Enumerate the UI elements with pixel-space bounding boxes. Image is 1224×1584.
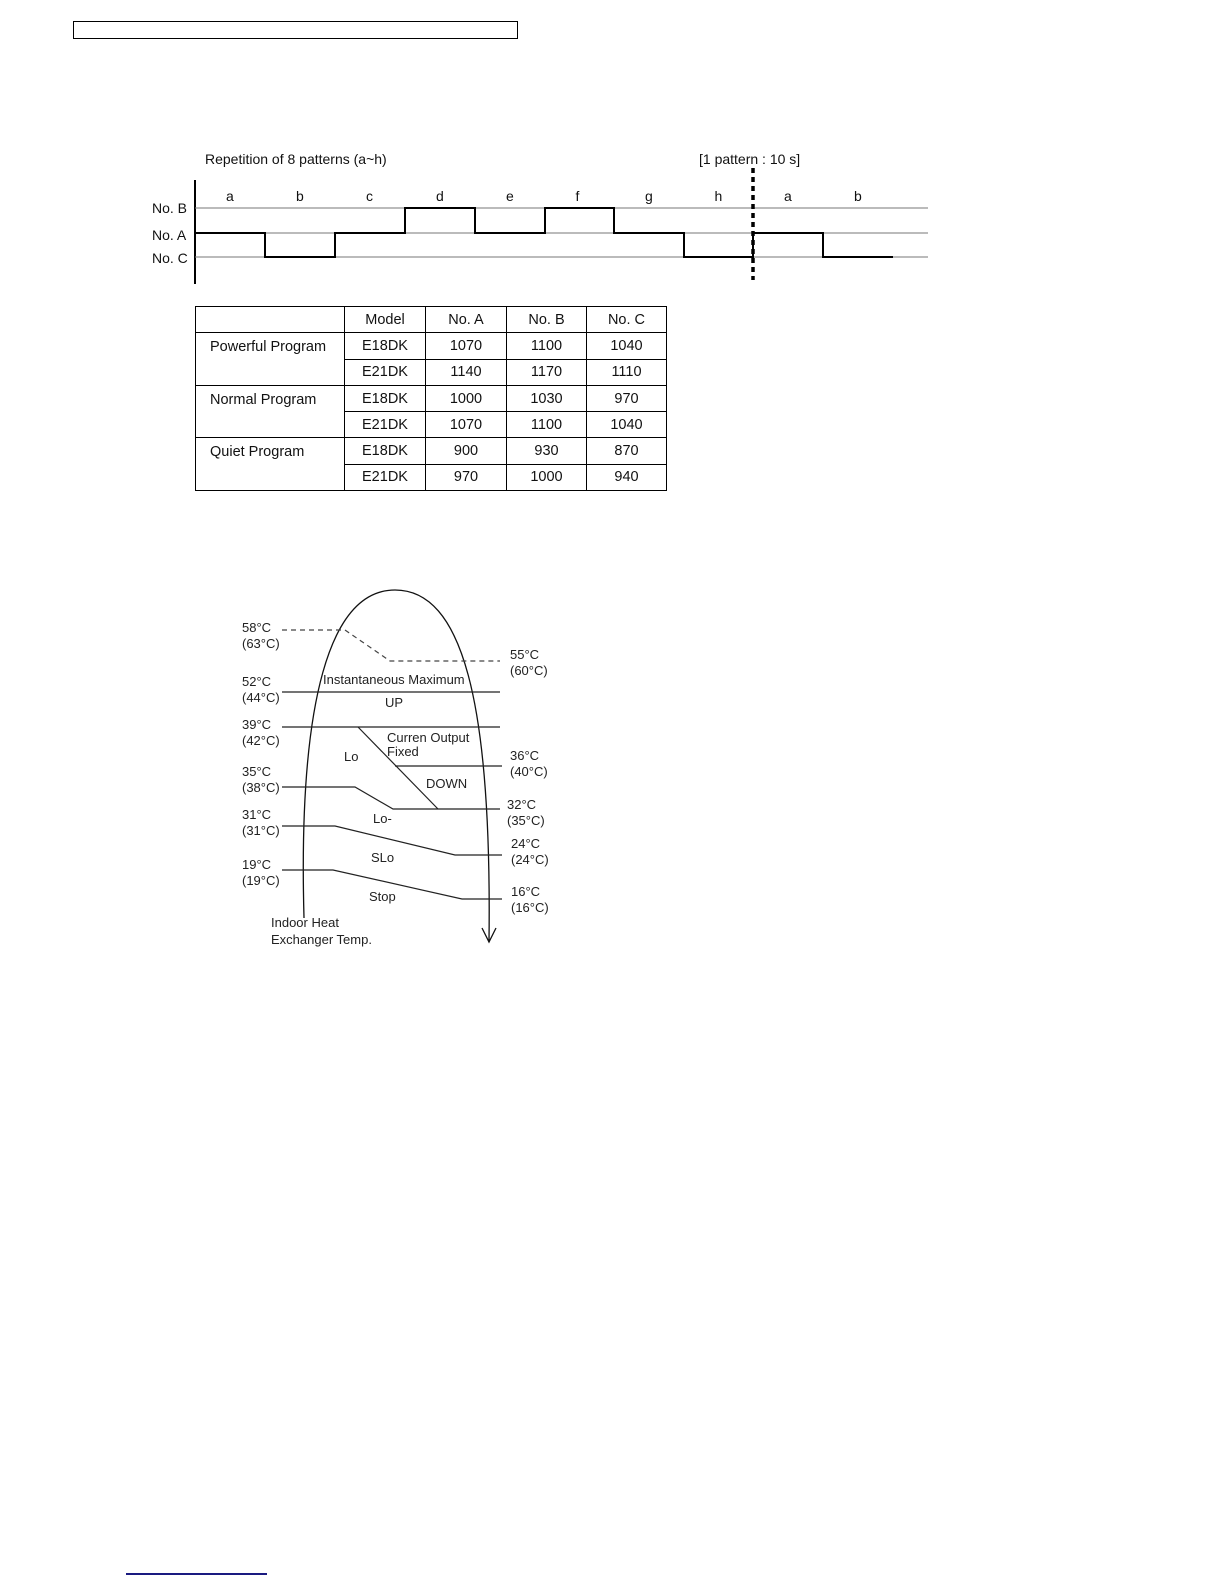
left-label: 35°C	[242, 764, 272, 779]
zone-up: UP	[385, 695, 404, 710]
left-label: 58°C	[242, 620, 272, 635]
zone-stop: Stop	[369, 889, 396, 904]
table-cell: 970	[586, 384, 667, 413]
threshold-19-16	[282, 869, 502, 900]
table-cell: 1000	[506, 463, 587, 492]
threshold-58-55	[282, 629, 500, 662]
table-header-row: Model No. A No. B No. C	[195, 305, 667, 334]
left-label: 39°C	[242, 717, 272, 732]
header-cell	[195, 305, 345, 334]
threshold-31-24	[282, 825, 502, 856]
temp-arch	[302, 589, 490, 943]
level-label-c: No. C	[152, 250, 188, 266]
segment-label: a	[784, 188, 792, 204]
pattern-diagram	[194, 168, 928, 284]
left-label: 31°C	[242, 807, 272, 822]
right-label: (60°C)	[510, 663, 548, 678]
segment-label: h	[714, 188, 723, 204]
table-cell: E21DK	[344, 411, 426, 439]
header-box	[73, 21, 518, 39]
arrow-down-icon	[481, 927, 497, 944]
program-cell: Normal Program	[195, 384, 345, 439]
footer-link[interactable]	[126, 1573, 267, 1575]
header-cell: No. B	[506, 305, 587, 334]
threshold-diagonal	[357, 726, 439, 810]
table-cell: 940	[586, 463, 667, 492]
right-label: 32°C	[507, 797, 537, 812]
table-cell: 1040	[586, 411, 667, 439]
left-label: (19°C)	[242, 873, 280, 888]
table-cell: 1030	[506, 384, 587, 413]
segment-label: g	[645, 188, 653, 204]
level-label-a: No. A	[152, 227, 187, 243]
zone-lo: Lo	[344, 749, 359, 764]
left-label: (38°C)	[242, 780, 280, 795]
segment-label: d	[436, 188, 444, 204]
right-label: 36°C	[510, 748, 540, 763]
segment-label: e	[506, 188, 514, 204]
left-label: (44°C)	[242, 690, 280, 705]
table-cell: 1170	[506, 358, 587, 386]
program-cell: Quiet Program	[195, 437, 345, 492]
table-row: Quiet Program E18DK 900 930 870	[195, 437, 667, 492]
pattern-title: Repetition of 8 patterns (a~h)	[205, 151, 387, 167]
right-label: (40°C)	[510, 764, 548, 779]
zone-fixed: Fixed	[387, 744, 419, 759]
zone-lo-minus: Lo-	[373, 811, 392, 826]
table-cell: E21DK	[344, 358, 426, 386]
left-label: (31°C)	[242, 823, 280, 838]
segment-label: c	[366, 188, 373, 204]
table-row: Normal Program E18DK 1000 1030 970	[195, 384, 667, 439]
zone-down: DOWN	[426, 776, 468, 791]
axis-label: Indoor Heat	[271, 915, 339, 930]
table-cell: 1100	[506, 332, 587, 360]
left-label: 19°C	[242, 857, 272, 872]
right-label: 55°C	[510, 647, 540, 662]
right-label: 24°C	[511, 836, 541, 851]
segment-label: b	[854, 188, 862, 204]
segment-label: b	[296, 188, 304, 204]
segment-label: f	[575, 188, 580, 204]
pattern-waveform	[195, 207, 893, 258]
table-cell: 1000	[425, 384, 507, 413]
right-label: (16°C)	[511, 900, 549, 915]
temp-diagram	[282, 589, 502, 944]
header-cell: Model	[344, 305, 426, 334]
header-cell: No. C	[586, 305, 667, 334]
pattern-note: [1 pattern : 10 s]	[699, 151, 801, 167]
segment-label: a	[226, 188, 234, 204]
axis-label: Exchanger Temp.	[271, 932, 372, 947]
zone-slo: SLo	[371, 850, 395, 865]
right-label: (35°C)	[507, 813, 545, 828]
threshold-35-32	[282, 786, 500, 810]
table-cell: E18DK	[344, 332, 426, 360]
table-cell: 970	[425, 463, 507, 492]
zone-inst-max: Instantaneous Maximum	[323, 672, 465, 687]
zone-fixed: Curren Output	[387, 730, 470, 745]
table-cell: 1100	[506, 411, 587, 439]
left-label: 52°C	[242, 674, 272, 689]
speed-table: Model No. A No. B No. C Powerful Program…	[195, 305, 667, 492]
table-cell: E21DK	[344, 463, 426, 492]
table-row: E21DK 970 1000 940	[196, 463, 667, 492]
program-cell: Powerful Program	[195, 332, 345, 386]
left-label: (42°C)	[242, 733, 280, 748]
level-label-b: No. B	[152, 200, 188, 216]
left-label: (63°C)	[242, 636, 280, 651]
table-row: E21DK 1070 1100 1040	[196, 411, 667, 439]
right-label: 16°C	[511, 884, 541, 899]
right-label: (24°C)	[511, 852, 549, 867]
